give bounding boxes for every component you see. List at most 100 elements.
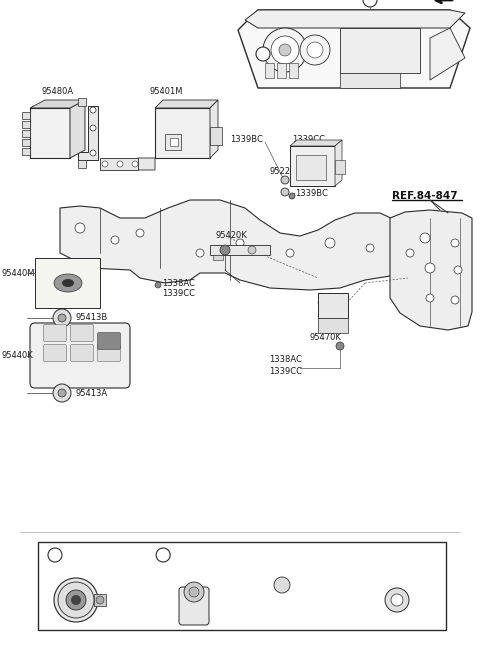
Circle shape (451, 296, 459, 304)
Polygon shape (238, 10, 470, 88)
Circle shape (53, 309, 71, 327)
Text: a: a (261, 49, 265, 58)
Polygon shape (155, 100, 218, 108)
Circle shape (96, 596, 104, 604)
Circle shape (53, 384, 71, 402)
Circle shape (289, 193, 295, 199)
Circle shape (66, 590, 86, 610)
Bar (94, 594, 106, 606)
Circle shape (366, 244, 374, 252)
Circle shape (279, 44, 291, 56)
Circle shape (58, 314, 66, 322)
Bar (22, 121, 30, 128)
FancyBboxPatch shape (44, 325, 67, 341)
Bar (78, 98, 86, 106)
Bar (296, 155, 326, 180)
Bar (290, 146, 335, 186)
Text: 1339CC: 1339CC (269, 367, 302, 375)
Bar (265, 63, 274, 78)
Text: 1339BC: 1339BC (295, 189, 328, 198)
Circle shape (48, 548, 62, 562)
Bar (155, 108, 210, 158)
Circle shape (363, 0, 377, 7)
Text: 95220S: 95220S (270, 167, 301, 176)
Bar (289, 63, 298, 78)
Text: 1338AC: 1338AC (162, 279, 195, 288)
Circle shape (274, 577, 290, 593)
FancyBboxPatch shape (71, 325, 94, 341)
Circle shape (300, 35, 330, 65)
Text: 95440K: 95440K (2, 351, 34, 360)
Circle shape (156, 548, 170, 562)
Text: 95470K: 95470K (310, 334, 342, 343)
Circle shape (256, 47, 270, 61)
Text: b: b (160, 551, 166, 559)
Text: REF.84-847: REF.84-847 (392, 191, 457, 201)
Bar (318, 293, 348, 318)
Circle shape (426, 294, 434, 302)
Text: 95401M: 95401M (150, 87, 183, 97)
Polygon shape (390, 210, 472, 330)
Circle shape (451, 239, 459, 247)
Circle shape (281, 188, 289, 196)
Circle shape (75, 223, 85, 233)
Text: 1125KC: 1125KC (356, 551, 388, 559)
Polygon shape (30, 108, 70, 158)
Circle shape (184, 582, 204, 602)
FancyBboxPatch shape (71, 345, 94, 362)
Bar (22, 139, 30, 146)
Bar (318, 318, 348, 333)
Bar (100, 158, 138, 170)
Polygon shape (210, 100, 218, 158)
Ellipse shape (54, 274, 82, 292)
Text: 95413A: 95413A (75, 389, 107, 397)
Circle shape (90, 125, 96, 131)
FancyBboxPatch shape (30, 323, 130, 388)
FancyBboxPatch shape (44, 345, 67, 362)
Polygon shape (78, 106, 98, 160)
Polygon shape (290, 140, 342, 146)
Polygon shape (35, 258, 100, 308)
Bar (38, 542, 446, 630)
Text: 95413B: 95413B (75, 314, 107, 323)
Circle shape (236, 239, 244, 247)
Text: a: a (52, 551, 58, 559)
Circle shape (155, 282, 161, 288)
Bar (78, 160, 86, 168)
Circle shape (117, 161, 123, 167)
Circle shape (385, 588, 409, 612)
FancyBboxPatch shape (97, 332, 120, 349)
Bar (340, 28, 420, 73)
Circle shape (325, 238, 335, 248)
Polygon shape (60, 200, 465, 290)
Text: 1338AC: 1338AC (292, 145, 325, 154)
Polygon shape (430, 28, 465, 80)
Text: 1338AC: 1338AC (270, 356, 302, 364)
Circle shape (196, 249, 204, 257)
FancyBboxPatch shape (179, 587, 209, 625)
Text: 95420K: 95420K (215, 231, 247, 240)
Polygon shape (245, 10, 465, 28)
Circle shape (406, 249, 414, 257)
Circle shape (263, 28, 307, 72)
Bar (170, 138, 178, 146)
Bar (22, 148, 30, 155)
Bar (165, 134, 181, 150)
Bar (22, 112, 30, 119)
Circle shape (336, 342, 344, 350)
Circle shape (90, 150, 96, 156)
Bar (335, 160, 345, 174)
Circle shape (220, 245, 230, 255)
Bar (213, 255, 223, 260)
Text: 95410K: 95410K (173, 551, 205, 559)
Text: 95440M: 95440M (2, 268, 36, 277)
Polygon shape (130, 158, 155, 170)
Ellipse shape (62, 279, 74, 287)
Text: 84777D: 84777D (256, 551, 289, 559)
Circle shape (420, 233, 430, 243)
Circle shape (307, 42, 323, 58)
Polygon shape (335, 140, 342, 186)
Text: 1339CC: 1339CC (162, 290, 195, 299)
Circle shape (54, 578, 98, 622)
Circle shape (248, 246, 256, 254)
